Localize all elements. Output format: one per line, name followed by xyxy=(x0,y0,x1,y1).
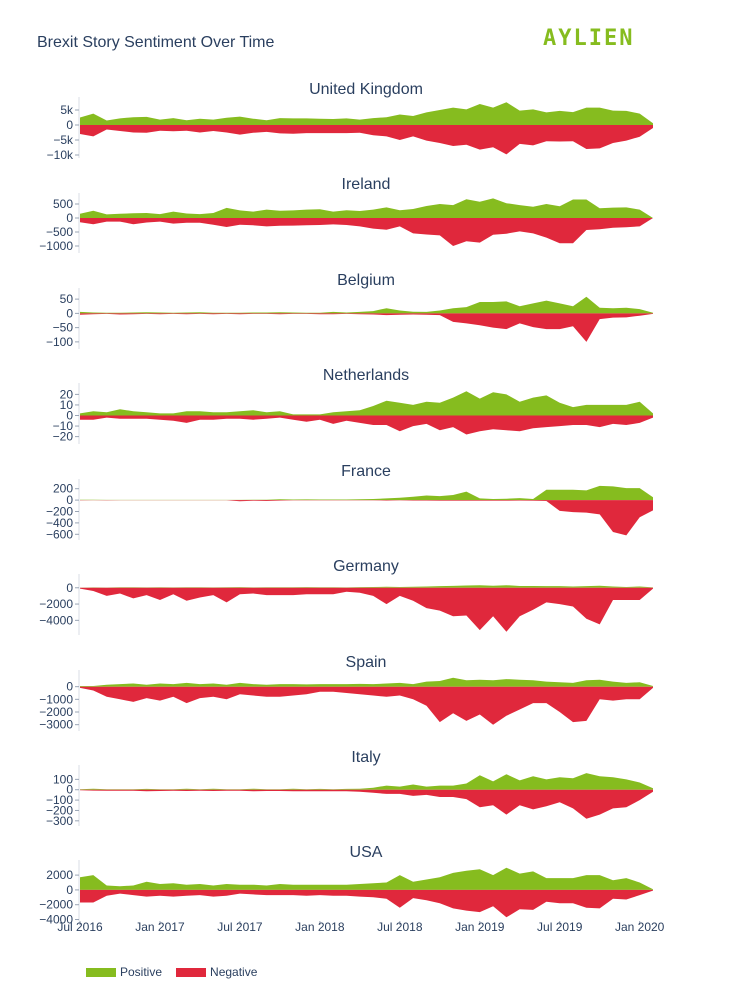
y-tick-label: −100 xyxy=(46,335,73,349)
y-tick-label: −5k xyxy=(53,133,74,147)
x-tick-label: Jan 2019 xyxy=(455,920,505,934)
y-tick-label: −3000 xyxy=(39,718,73,732)
y-tick-label: −1000 xyxy=(39,692,73,706)
y-tick-label: 100 xyxy=(53,772,73,786)
panel-title: USA xyxy=(350,844,383,861)
series-negative-area xyxy=(80,218,653,246)
series-positive-area xyxy=(80,773,653,790)
series-positive-area xyxy=(80,677,653,687)
y-tick-label: 0 xyxy=(66,306,73,320)
y-tick-label: −600 xyxy=(46,527,73,541)
panel-spain: Spain 0−1000−2000−3000 xyxy=(39,654,653,732)
y-tick-label: −50 xyxy=(53,321,74,335)
y-tick-label: 0 xyxy=(66,409,73,423)
series-positive-area xyxy=(80,485,653,501)
x-tick-label: Jul 2019 xyxy=(537,920,583,934)
y-tick-label: 0 xyxy=(66,211,73,225)
y-tick-label: −100 xyxy=(46,793,73,807)
x-tick-label: Jul 2016 xyxy=(57,920,103,934)
series-negative-area xyxy=(80,889,653,918)
legend-label-negative: Negative xyxy=(210,965,258,979)
y-tick-label: 20 xyxy=(60,387,74,401)
series-negative-area xyxy=(80,415,653,435)
x-axis: Jul 2016 Jan 2017 Jul 2017 Jan 2018 Jul 2018… xyxy=(57,920,664,934)
y-tick-label: 200 xyxy=(53,482,73,496)
y-tick-label: −10 xyxy=(53,419,74,433)
aylien-logo: AYLIEN xyxy=(543,26,635,51)
y-tick-label: −4000 xyxy=(39,613,73,627)
series-positive-area xyxy=(80,198,653,218)
legend-item-negative[interactable]: Negative xyxy=(176,965,257,979)
y-tick-label: −400 xyxy=(46,516,73,530)
series-positive-area xyxy=(80,296,653,314)
y-tick-label: −1000 xyxy=(39,239,73,253)
panel-title: United Kingdom xyxy=(309,81,423,98)
y-tick-label: 0 xyxy=(66,118,73,132)
y-tick-label: 0 xyxy=(66,581,73,595)
series-negative-area xyxy=(80,500,653,536)
y-tick-label: −200 xyxy=(46,803,73,817)
panel-france: France 2000−200−400−600 xyxy=(46,463,653,541)
series-positive-area xyxy=(80,102,653,125)
legend-item-positive[interactable]: Positive xyxy=(86,965,162,979)
y-tick-label: 0 xyxy=(66,680,73,694)
y-tick-label: −2000 xyxy=(39,705,73,719)
y-tick-label: 0 xyxy=(66,883,73,897)
panel-title: Belgium xyxy=(337,272,395,289)
x-tick-label: Jan 2020 xyxy=(615,920,665,934)
y-tick-label: 0 xyxy=(66,783,73,797)
y-tick-label: −500 xyxy=(46,225,73,239)
x-tick-label: Jan 2017 xyxy=(135,920,185,934)
y-tick-label: −4000 xyxy=(39,913,73,927)
series-negative-area xyxy=(80,587,653,632)
y-tick-label: 0 xyxy=(66,493,73,507)
series-negative-area xyxy=(80,313,653,342)
series-positive-area xyxy=(80,585,653,588)
y-tick-label: −2000 xyxy=(39,898,73,912)
x-tick-label: Jul 2018 xyxy=(377,920,423,934)
legend: Positive Negative xyxy=(86,965,271,979)
series-negative-area xyxy=(80,789,653,819)
legend-swatch-positive xyxy=(86,967,116,977)
y-tick-label: 2000 xyxy=(46,868,73,882)
panel-title: Italy xyxy=(351,749,380,766)
y-tick-label: 5k xyxy=(60,103,74,117)
panel-title: Germany xyxy=(333,558,399,575)
panel-title: France xyxy=(341,463,391,480)
series-positive-area xyxy=(80,867,653,890)
panel-title: Spain xyxy=(346,654,387,671)
x-tick-label: Jul 2017 xyxy=(217,920,263,934)
legend-label-positive: Positive xyxy=(120,965,163,979)
y-tick-label: 10 xyxy=(60,398,74,412)
y-tick-label: −2000 xyxy=(39,597,73,611)
y-tick-label: 50 xyxy=(60,292,74,306)
panel-italy: Italy 1000−100−200−300 xyxy=(46,749,653,828)
y-tick-label: −20 xyxy=(53,430,74,444)
y-tick-label: −10k xyxy=(47,148,74,162)
panel-germany: Germany 0 −2000 −4000 xyxy=(39,558,653,635)
x-tick-label: Jan 2018 xyxy=(295,920,345,934)
series-negative-area xyxy=(80,686,653,725)
panel-title: Netherlands xyxy=(323,367,409,384)
series-positive-area xyxy=(80,391,653,416)
y-tick-label: −200 xyxy=(46,505,73,519)
page-title: Brexit Story Sentiment Over Time xyxy=(37,34,275,51)
panel-belgium: Belgium 500−50−100 xyxy=(46,272,653,349)
legend-swatch-negative xyxy=(176,967,207,977)
panel-united-kingdom: United Kingdom 5k0−5k−10k xyxy=(47,81,653,162)
series-negative-area xyxy=(80,125,653,155)
y-tick-label: −300 xyxy=(46,814,73,828)
panel-title: Ireland xyxy=(342,176,391,193)
y-tick-label: 500 xyxy=(53,197,73,211)
